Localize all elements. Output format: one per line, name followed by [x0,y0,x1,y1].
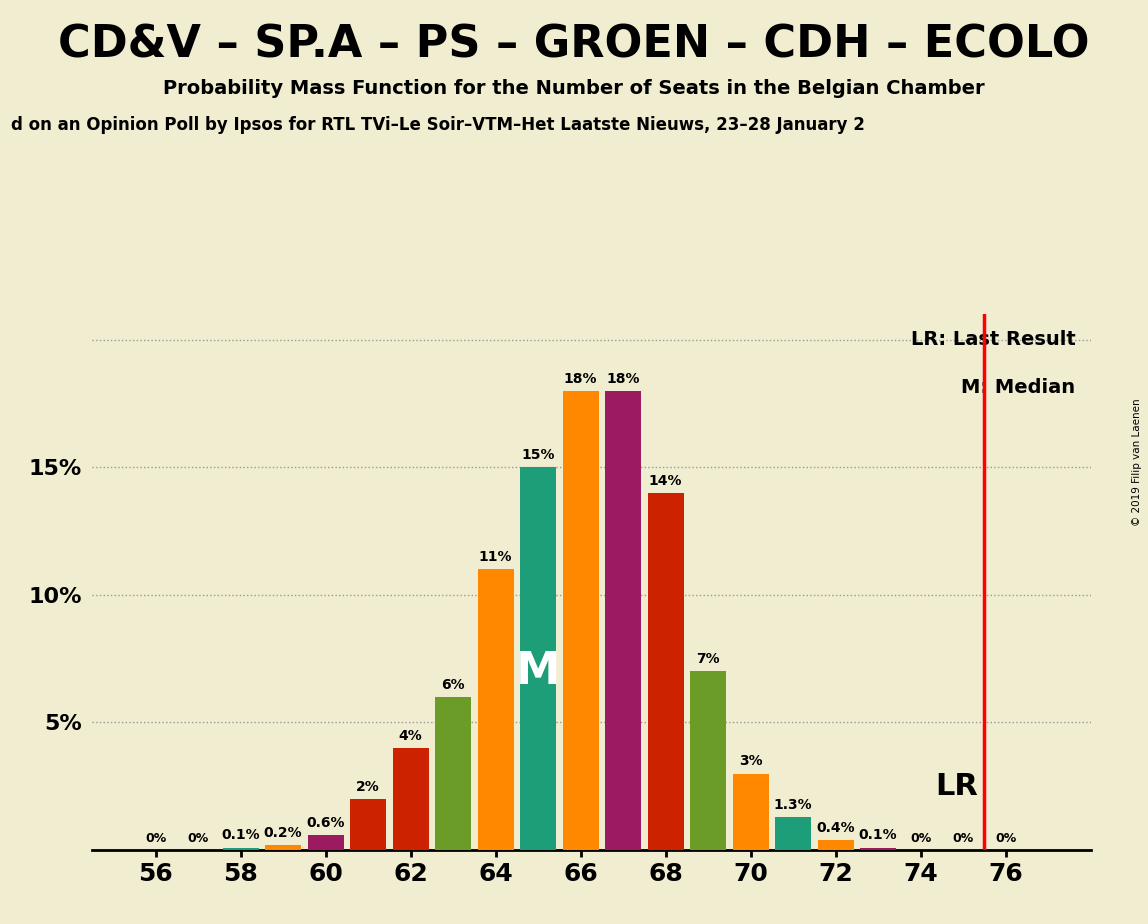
Text: 0%: 0% [953,832,974,845]
Bar [223,847,258,850]
Text: 6%: 6% [441,678,465,692]
Text: 0%: 0% [995,832,1016,845]
Bar [308,834,343,850]
Text: Probability Mass Function for the Number of Seats in the Belgian Chamber: Probability Mass Function for the Number… [163,79,985,98]
Text: 18%: 18% [606,371,639,385]
Text: 4%: 4% [398,729,422,743]
Text: 0%: 0% [187,832,209,845]
Text: 14%: 14% [649,474,682,488]
Text: 0.1%: 0.1% [222,829,259,843]
Bar [563,391,598,850]
Bar [690,672,727,850]
Text: 0.6%: 0.6% [307,816,344,830]
Text: M: Median: M: Median [962,379,1076,397]
Bar [775,817,812,850]
Bar [732,773,769,850]
Bar [605,391,642,850]
Bar [435,697,471,850]
Text: LR: Last Result: LR: Last Result [910,330,1076,349]
Text: LR: LR [936,772,978,801]
Text: 0.1%: 0.1% [859,829,898,843]
Text: 1.3%: 1.3% [774,797,813,812]
Bar [350,799,386,850]
Text: CD&V – SP.A – PS – GROEN – CDH – ECOLO: CD&V – SP.A – PS – GROEN – CDH – ECOLO [59,23,1089,67]
Text: 0.4%: 0.4% [816,821,855,834]
Text: 0.2%: 0.2% [264,826,302,840]
Text: 0%: 0% [910,832,931,845]
Bar [520,468,556,850]
Bar [265,845,301,850]
Text: 2%: 2% [356,780,380,794]
Bar [478,569,513,850]
Bar [393,748,428,850]
Bar [647,492,684,850]
Text: 18%: 18% [564,371,597,385]
Text: 3%: 3% [739,754,762,769]
Text: 15%: 15% [521,448,554,462]
Text: 11%: 11% [479,551,512,565]
Text: M: M [515,650,560,693]
Text: d on an Opinion Poll by Ipsos for RTL TVi–Le Soir–VTM–Het Laatste Nieuws, 23–28 : d on an Opinion Poll by Ipsos for RTL TV… [11,116,866,133]
Text: 7%: 7% [697,652,720,666]
Bar [817,840,854,850]
Bar [860,847,897,850]
Text: 0%: 0% [145,832,166,845]
Text: © 2019 Filip van Laenen: © 2019 Filip van Laenen [1132,398,1142,526]
